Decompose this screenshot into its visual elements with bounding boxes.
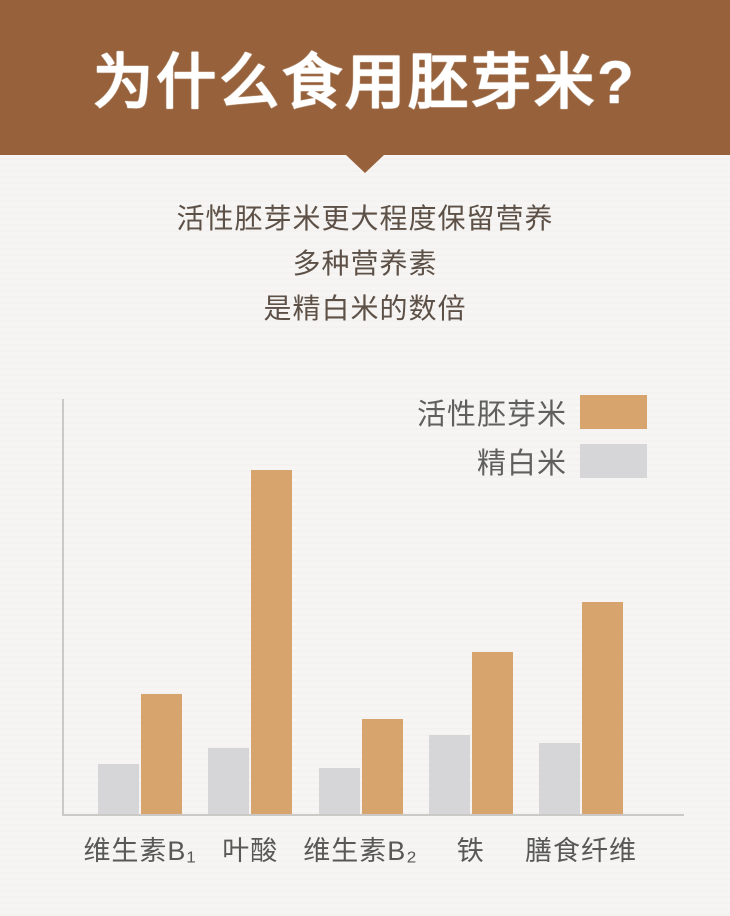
legend: 活性胚芽米精白米 bbox=[417, 391, 647, 482]
page-title: 为什么食用胚芽米? bbox=[93, 49, 637, 116]
bar-groups: 维生素B₁ 叶酸 维生素B₂ 铁 膳食纤维 bbox=[64, 399, 684, 866]
bar-group: 叶酸 bbox=[208, 399, 293, 866]
header-notch-triangle bbox=[346, 155, 384, 173]
legend-label: 活性胚芽米 bbox=[416, 399, 567, 431]
category-label: 膳食纤维 bbox=[525, 836, 637, 866]
bar-white-rice bbox=[98, 764, 139, 814]
legend-swatch bbox=[580, 395, 647, 429]
bar-group: 维生素B₂ bbox=[303, 399, 417, 866]
bar-germ-rice bbox=[361, 718, 403, 814]
bar-group: 维生素B₁ bbox=[83, 399, 196, 866]
header-banner: 为什么食用胚芽米? bbox=[0, 0, 730, 155]
intro-text: 活性胚芽米更大程度保留营养 多种营养素 是精白米的数倍 bbox=[0, 196, 730, 331]
bar-germ-rice bbox=[582, 602, 623, 814]
intro-line: 活性胚芽米更大程度保留营养 bbox=[176, 203, 554, 234]
intro-line: 多种营养素 bbox=[292, 248, 438, 279]
legend-swatch bbox=[580, 444, 647, 478]
legend-item: 精白米 bbox=[417, 440, 647, 482]
bar-germ-rice bbox=[251, 469, 293, 814]
legend-item: 活性胚芽米 bbox=[417, 391, 647, 433]
bar-white-rice bbox=[318, 768, 360, 814]
category-label: 维生素B₁ bbox=[83, 836, 197, 866]
bar-white-rice bbox=[539, 743, 580, 814]
intro-line: 是精白米的数倍 bbox=[263, 293, 467, 324]
bar-germ-rice bbox=[141, 693, 182, 814]
bar-white-rice bbox=[208, 747, 250, 814]
bar-chart-plot-area: 维生素B₁ 叶酸 维生素B₂ 铁 膳食纤维 bbox=[62, 399, 684, 866]
legend-label: 精白米 bbox=[476, 448, 567, 480]
bar-germ-rice bbox=[471, 652, 513, 814]
bar-group: 铁 bbox=[428, 399, 513, 866]
category-label: 铁 bbox=[456, 836, 485, 866]
category-label: 叶酸 bbox=[222, 836, 279, 866]
category-label: 维生素B₂ bbox=[303, 836, 418, 866]
bar-white-rice bbox=[428, 735, 470, 814]
bar-group: 膳食纤维 bbox=[525, 399, 636, 866]
